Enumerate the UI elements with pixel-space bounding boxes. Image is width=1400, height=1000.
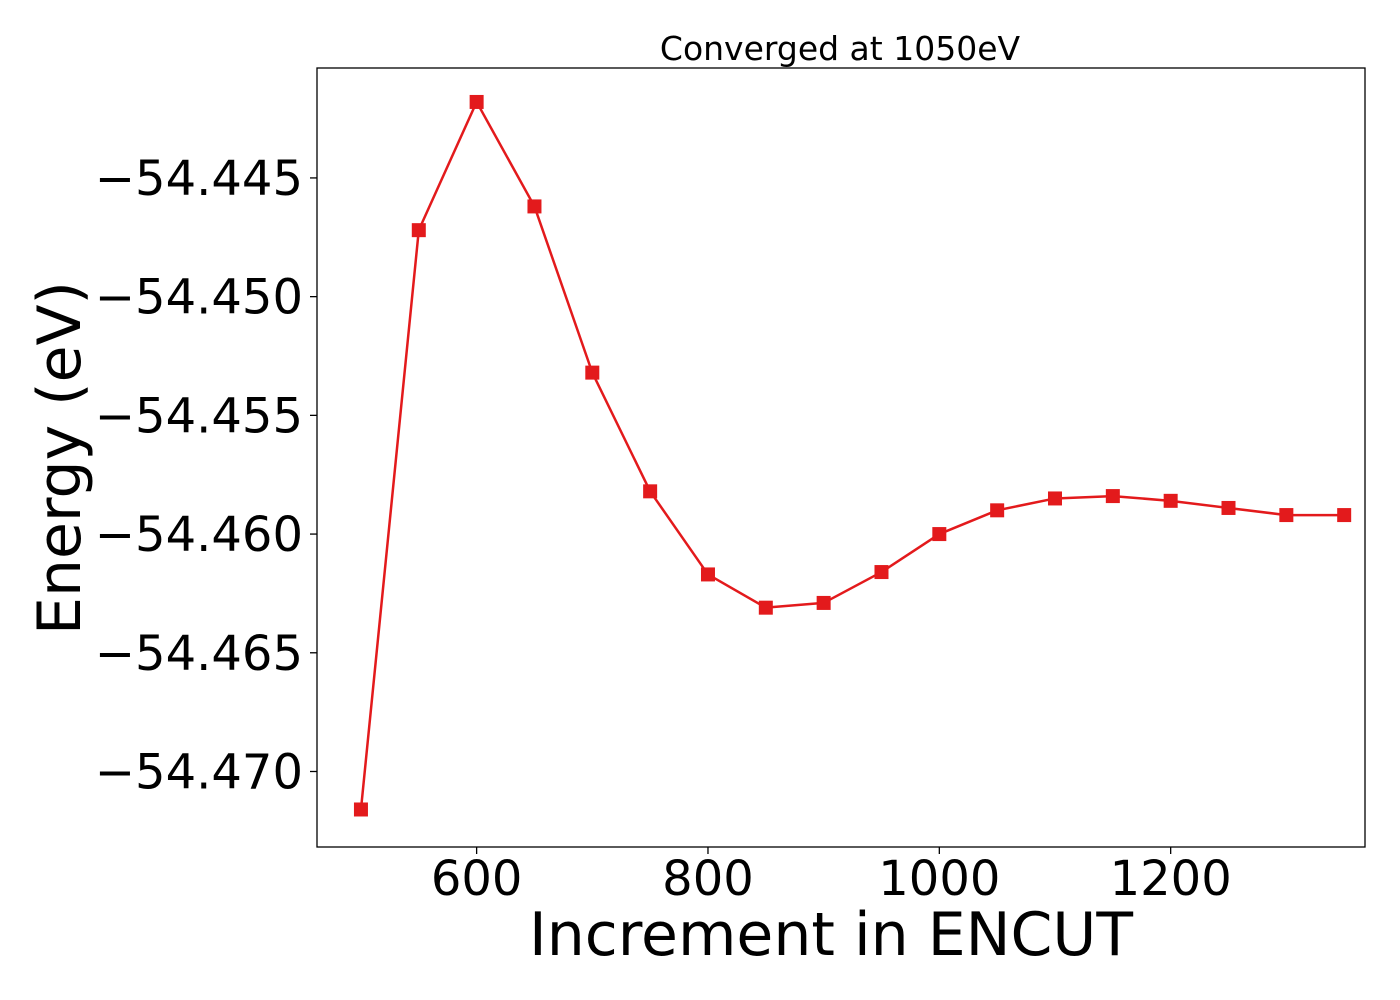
data-point-marker	[874, 565, 889, 580]
data-point-marker	[932, 527, 947, 542]
data-point-marker	[758, 600, 773, 615]
data-point-marker	[700, 567, 715, 582]
y-axis-label: Energy (eV)	[25, 281, 95, 635]
data-point-marker	[411, 223, 426, 238]
y-tick-label: −54.445	[95, 151, 303, 207]
data-point-marker	[1047, 491, 1062, 506]
series-line	[359, 100, 1345, 810]
data-point-marker	[469, 94, 484, 109]
y-axis-ticks: −54.445 −54.450 −54.455 −54.460 −54.465 −54.4…	[95, 151, 317, 800]
y-tick-label: −54.455	[95, 388, 303, 444]
series-layer	[353, 94, 1352, 817]
data-point-marker	[1105, 489, 1120, 504]
y-tick-label: −54.460	[95, 507, 303, 563]
chart-title: Converged at 1050eV	[660, 29, 1021, 68]
data-point-marker	[1337, 508, 1352, 523]
data-point-marker	[527, 199, 542, 214]
data-point-marker	[1221, 500, 1236, 515]
data-point-marker	[1279, 508, 1294, 523]
x-tick-label: 800	[662, 851, 754, 907]
data-point-marker	[990, 503, 1005, 518]
x-tick-label: 1200	[1110, 851, 1232, 907]
data-point-marker	[643, 484, 658, 499]
y-tick-label: −54.470	[95, 744, 303, 800]
y-tick-label: −54.450	[95, 270, 303, 326]
x-tick-label: 600	[431, 851, 523, 907]
x-axis-label: Increment in ENCUT	[529, 900, 1133, 970]
y-tick-label: −54.465	[95, 626, 303, 682]
data-point-marker	[1163, 493, 1178, 508]
data-point-marker	[816, 595, 831, 610]
x-axis-ticks: 600 800 1000 1200	[431, 847, 1232, 907]
data-point-marker	[585, 365, 600, 380]
x-tick-label: 1000	[878, 851, 1000, 907]
plot-area-frame	[316, 67, 1366, 848]
data-point-marker	[353, 802, 368, 817]
